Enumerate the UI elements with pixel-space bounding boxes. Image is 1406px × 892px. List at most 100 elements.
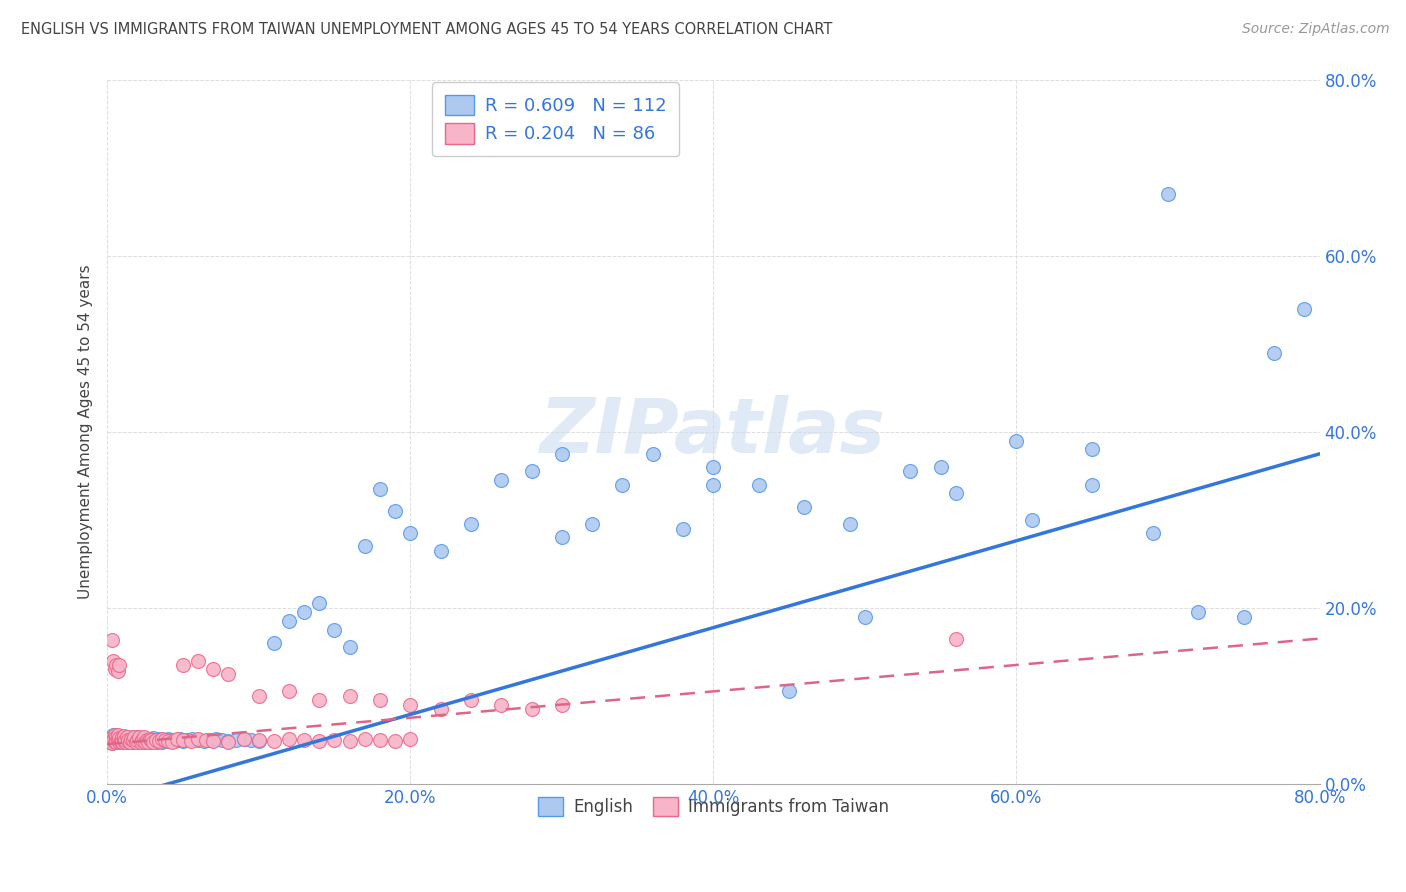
Point (1187, 605, 1209, 619)
Point (107, 728, 129, 742)
Point (124, 731, 146, 745)
Point (120, 732, 142, 747)
Point (339, 640, 361, 655)
Point (128, 733, 150, 747)
Point (114, 734, 136, 748)
Point (105, 735, 128, 749)
Point (110, 732, 132, 747)
Point (103, 732, 125, 747)
Point (122, 732, 145, 747)
Point (193, 733, 215, 747)
Point (117, 735, 139, 749)
Point (142, 734, 165, 748)
Point (1263, 345, 1285, 359)
Point (292, 732, 315, 747)
Point (134, 735, 156, 749)
Point (247, 733, 270, 747)
Point (793, 500, 815, 514)
Point (127, 732, 149, 747)
Point (1021, 513, 1043, 527)
Point (1005, 434, 1028, 448)
Point (900, 465, 922, 479)
Point (200, 732, 222, 747)
Point (353, 731, 375, 746)
Point (187, 654, 209, 668)
Point (853, 609, 876, 624)
Point (108, 734, 131, 748)
Point (110, 732, 132, 747)
Point (107, 733, 129, 747)
Point (110, 735, 132, 749)
Point (368, 693, 391, 707)
Point (125, 734, 148, 748)
Point (129, 735, 152, 749)
Point (136, 733, 159, 747)
Point (148, 731, 170, 746)
Point (115, 732, 138, 747)
Point (263, 636, 285, 650)
Point (103, 728, 125, 742)
Point (131, 731, 153, 746)
Point (107, 664, 129, 678)
Point (108, 657, 131, 672)
Point (104, 734, 127, 748)
Point (112, 733, 135, 747)
Point (520, 465, 543, 479)
Point (132, 730, 155, 744)
Point (100, 736, 122, 750)
Point (323, 732, 346, 747)
Point (159, 732, 181, 747)
Point (111, 735, 134, 749)
Point (217, 734, 239, 748)
Point (146, 734, 169, 748)
Point (98, 734, 121, 748)
Point (100, 633, 122, 648)
Point (132, 732, 155, 747)
Point (169, 731, 191, 746)
Point (179, 733, 201, 747)
Point (489, 698, 512, 712)
Point (138, 732, 160, 747)
Point (181, 731, 204, 746)
Point (641, 447, 664, 461)
Point (232, 731, 254, 746)
Point (399, 526, 422, 541)
Point (339, 733, 361, 747)
Point (581, 517, 603, 532)
Point (278, 614, 301, 628)
Point (135, 731, 157, 746)
Point (111, 730, 134, 744)
Point (187, 731, 209, 746)
Point (945, 486, 967, 500)
Point (115, 730, 138, 744)
Point (127, 730, 149, 744)
Point (308, 733, 330, 747)
Point (323, 623, 346, 637)
Point (100, 736, 122, 750)
Point (1081, 477, 1104, 491)
Point (105, 732, 128, 747)
Point (148, 733, 170, 747)
Point (153, 732, 176, 747)
Point (128, 730, 150, 744)
Point (118, 734, 141, 748)
Point (205, 731, 228, 746)
Point (150, 731, 173, 746)
Point (162, 734, 184, 748)
Point (104, 734, 127, 748)
Text: Source: ZipAtlas.com: Source: ZipAtlas.com (1241, 22, 1389, 37)
Point (702, 460, 724, 475)
Point (108, 729, 131, 743)
Point (1233, 609, 1256, 624)
Point (551, 698, 574, 712)
Point (278, 684, 301, 698)
Point (122, 730, 145, 744)
Point (368, 732, 391, 747)
Point (308, 693, 330, 707)
Point (1142, 526, 1164, 541)
Point (176, 732, 198, 747)
Point (460, 693, 482, 707)
Point (278, 731, 301, 746)
Point (98, 734, 121, 748)
Point (353, 539, 375, 553)
